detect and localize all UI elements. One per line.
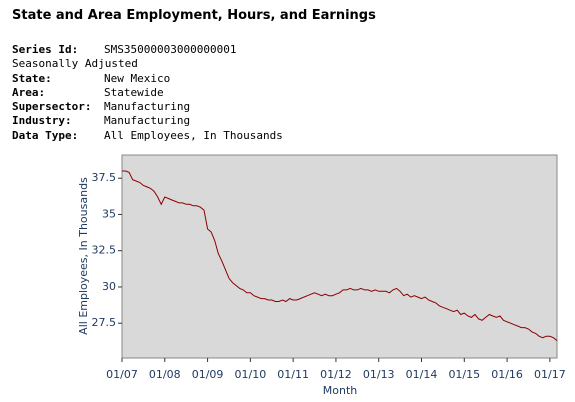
y-tick-label: 30 (102, 280, 116, 293)
x-tick-label: 01/16 (491, 368, 523, 381)
meta-value: All Employees, In Thousands (104, 128, 283, 142)
x-tick-label: 01/07 (106, 368, 138, 381)
meta-value: Manufacturing (104, 100, 191, 114)
meta-value: Statewide (104, 85, 164, 99)
meta-key: Area: (12, 85, 46, 99)
series-line (122, 170, 558, 341)
series-meta: Series Id: SMS35000003000000001 Seasonally… (12, 43, 283, 143)
y-tick-label: 32.5 (92, 244, 117, 257)
x-tick-label: 01/10 (235, 368, 267, 381)
x-tick-label: 01/08 (149, 368, 181, 381)
page-title: State and Area Employment, Hours, and Ea… (12, 8, 376, 23)
meta-row: Area: Statewide (12, 86, 283, 100)
meta-row: Supersector: Manufacturing (12, 100, 283, 114)
meta-value: New Mexico (104, 71, 171, 85)
meta-key: Supersector: (12, 100, 92, 114)
meta-key: Industry: (12, 114, 72, 128)
x-tick-label: 01/17 (534, 368, 566, 381)
meta-value: SMS35000003000000001 (104, 43, 237, 56)
x-tick-label: 01/15 (448, 368, 480, 381)
meta-key: State: (12, 71, 52, 85)
plot-area (121, 154, 558, 359)
meta-row: State: New Mexico (12, 72, 283, 86)
meta-row: Industry: Manufacturing (12, 114, 283, 128)
x-tick-label: 01/13 (363, 368, 395, 381)
meta-key: Data Type: (12, 128, 79, 142)
x-tick-label: 01/14 (406, 368, 438, 381)
x-tick-label: 01/12 (320, 368, 352, 381)
meta-key: Series Id: (12, 43, 79, 56)
meta-key: Seasonally Adjusted (12, 57, 138, 71)
x-tick-label: 01/09 (192, 368, 224, 381)
y-tick-label: 35 (102, 207, 116, 220)
x-tick-label: 01/11 (277, 368, 309, 381)
y-tick-label: 27.5 (92, 316, 117, 329)
meta-row: Seasonally Adjusted (12, 57, 283, 71)
y-axis-label: All Employees, In Thousands (77, 177, 90, 335)
y-tick-label: 37.5 (92, 171, 117, 184)
x-axis-label: Month (323, 384, 358, 397)
meta-row: Series Id: SMS35000003000000001 (12, 43, 283, 57)
meta-value: Manufacturing (104, 114, 191, 128)
meta-row: Data Type: All Employees, In Thousands (12, 129, 283, 143)
